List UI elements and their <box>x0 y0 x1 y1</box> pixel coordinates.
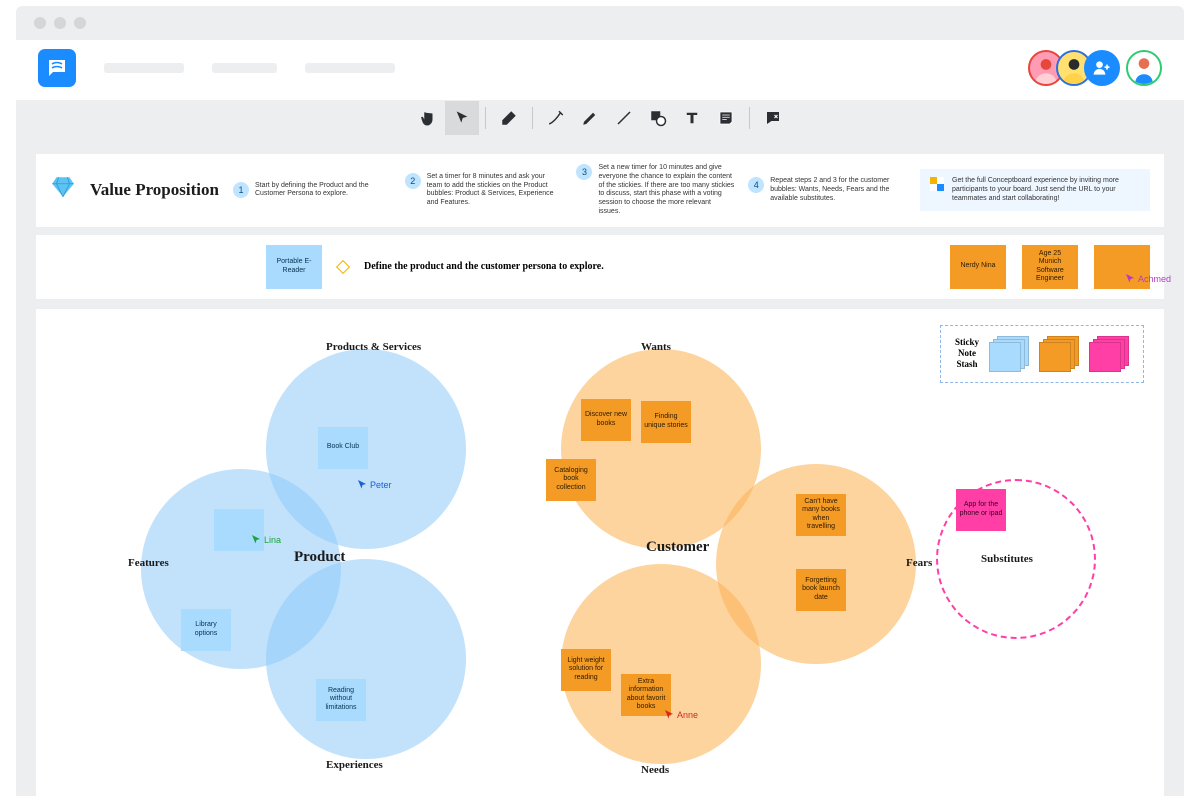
workspace: Value Proposition 1 Start by defining the… <box>16 136 1184 796</box>
step-number: 3 <box>576 164 592 180</box>
label-needs: Needs <box>641 764 669 776</box>
window-dot <box>74 17 86 29</box>
sticky-book-club[interactable]: Book Club <box>318 427 368 469</box>
circle-experiences[interactable] <box>266 559 466 759</box>
label-features: Features <box>128 557 169 569</box>
sticky-lightweight[interactable]: Light weight solution for reading <box>561 649 611 691</box>
header-placeholder <box>212 63 277 73</box>
label-customer-center: Customer <box>646 539 709 556</box>
vp-step-4: 4 Repeat steps 2 and 3 for the customer b… <box>748 177 906 203</box>
sticky-launch-date[interactable]: Forgetting book launch date <box>796 569 846 611</box>
window-dot <box>34 17 46 29</box>
label-product-center: Product <box>294 549 345 566</box>
cursor-label: Achmed <box>1138 274 1171 284</box>
cursor-achmed: Achmed <box>1124 273 1171 285</box>
step-text: Start by defining the Product and the Cu… <box>255 182 391 200</box>
label-experiences: Experiences <box>326 759 383 771</box>
tool-highlighter[interactable] <box>539 101 573 135</box>
stash-blue[interactable] <box>989 336 1029 372</box>
toolbar-separator <box>485 107 486 129</box>
canvas[interactable]: Products & Services Features Experiences… <box>36 309 1164 797</box>
persona-name-sticky[interactable]: Nerdy Nina <box>950 245 1006 289</box>
define-strip: Portable E-Reader Define the product and… <box>36 235 1164 299</box>
promo-box: Get the full Conceptboard experience by … <box>920 169 1150 211</box>
step-text: Set a timer for 8 minutes and ask your t… <box>427 173 563 208</box>
stash-orange[interactable] <box>1039 336 1079 372</box>
vp-step-2: 2 Set a timer for 8 minutes and ask your … <box>405 173 563 208</box>
avatar[interactable] <box>1126 50 1162 86</box>
label-products-services: Products & Services <box>326 341 421 353</box>
cursor-lina: Lina <box>250 534 281 546</box>
toolbar-separator <box>532 107 533 129</box>
vp-step-3: 3 Set a new timer for 10 minutes and give… <box>576 164 734 217</box>
define-instruction: Define the product and the customer pers… <box>364 261 604 272</box>
label-fears: Fears <box>906 557 932 569</box>
tool-eraser[interactable] <box>492 101 526 135</box>
tool-line[interactable] <box>607 101 641 135</box>
tool-marker[interactable] <box>573 101 607 135</box>
sticky-app-ipad[interactable]: App for the phone or ipad <box>956 489 1006 531</box>
sticky-unique-stories[interactable]: Finding unique stories <box>641 401 691 443</box>
step-number: 1 <box>233 182 249 198</box>
browser-chrome <box>16 6 1184 40</box>
cursor-label: Anne <box>677 710 698 720</box>
stash-label: Sticky Note Stash <box>955 337 979 369</box>
vp-step-1: 1 Start by defining the Product and the C… <box>233 182 391 200</box>
persona-details-sticky[interactable]: Age 25 Munich Software Engineer <box>1022 245 1078 289</box>
app-header <box>16 40 1184 96</box>
cursor-anne: Anne <box>663 709 698 721</box>
step-text: Repeat steps 2 and 3 for the customer bu… <box>770 177 906 203</box>
header-placeholder <box>104 63 184 73</box>
step-number: 4 <box>748 177 764 193</box>
tool-pointer[interactable] <box>445 101 479 135</box>
stash-pink[interactable] <box>1089 336 1129 372</box>
cursor-label: Peter <box>370 480 392 490</box>
vp-header-strip: Value Proposition 1 Start by defining the… <box>36 154 1164 227</box>
window-dot <box>54 17 66 29</box>
tool-comment[interactable] <box>756 101 790 135</box>
promo-text: Get the full Conceptboard experience by … <box>952 177 1140 203</box>
label-substitutes: Substitutes <box>981 553 1033 565</box>
sticky-discover-books[interactable]: Discover new books <box>581 399 631 441</box>
sticky-stash[interactable]: Sticky Note Stash <box>940 325 1144 383</box>
sticky-library-options[interactable]: Library options <box>181 609 231 651</box>
app-logo[interactable] <box>38 49 76 87</box>
tool-text[interactable] <box>675 101 709 135</box>
diamond-icon <box>50 174 76 206</box>
diamond-marker-icon <box>336 259 350 273</box>
step-text: Set a new timer for 10 minutes and give … <box>598 164 734 217</box>
tool-note[interactable] <box>709 101 743 135</box>
promo-icon <box>930 177 944 191</box>
toolbar <box>16 100 1184 136</box>
sticky-reading-without-limitations[interactable]: Reading without limitations <box>316 679 366 721</box>
tool-shape[interactable] <box>641 101 675 135</box>
sticky-travelling[interactable]: Can't have many books when travelling <box>796 494 846 536</box>
tool-hand[interactable] <box>411 101 445 135</box>
label-wants: Wants <box>641 341 671 353</box>
toolbar-separator <box>749 107 750 129</box>
step-number: 2 <box>405 173 421 189</box>
cursor-peter: Peter <box>356 479 392 491</box>
avatar-add[interactable] <box>1084 50 1120 86</box>
header-placeholder <box>305 63 395 73</box>
cursor-label: Lina <box>264 535 281 545</box>
collaborator-avatars <box>1036 50 1162 86</box>
sticky-cataloging[interactable]: Cataloging book collection <box>546 459 596 501</box>
vp-title: Value Proposition <box>90 180 219 200</box>
product-sticky[interactable]: Portable E-Reader <box>266 245 322 289</box>
